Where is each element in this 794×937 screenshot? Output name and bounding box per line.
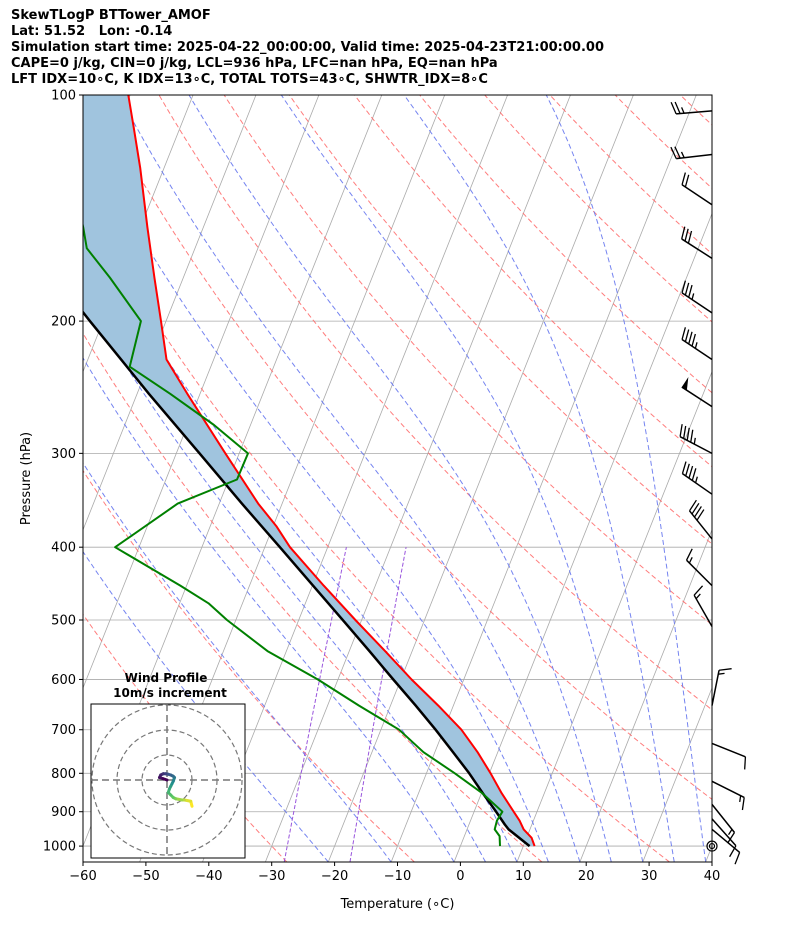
dry-adiabat [158,95,712,711]
isotherm-line [579,528,712,862]
x-tick-label: 10 [515,869,532,884]
hodograph-trace [161,777,169,782]
moist-adiabat [118,95,581,862]
dry-adiabat [549,95,712,255]
y-tick-label: 200 [51,315,76,330]
wind-barb [685,548,713,587]
moist-adiabat [403,95,675,862]
isotherm-line [0,95,4,862]
dry-adiabat [354,95,712,468]
temperature-line [127,95,536,847]
wind-barb [711,742,747,770]
title-indices: LFT IDX=10∘C, K IDX=13∘C, TOTAL TOTS=43∘… [11,72,488,87]
y-tick-label: 400 [51,541,76,556]
y-tick-label: 600 [51,673,76,688]
wind-barb-calm [708,842,716,850]
x-tick-label: 30 [641,869,658,884]
x-tick-label: −60 [69,869,96,884]
y-tick-label: 1000 [43,840,76,855]
y-tick-label: 100 [51,89,76,104]
wind-barb [681,461,713,495]
isotherm-line [516,370,712,862]
wind-barb [670,101,713,115]
isotherm-line [264,95,571,862]
isotherm-line [83,95,320,690]
moist-adiabat [83,357,455,862]
isotherm-line [202,95,508,862]
wind-barb [711,780,745,811]
x-axis-label: Temperature (∘C) [340,897,455,912]
x-tick-label: 0 [456,869,464,884]
y-tick-label: 900 [51,805,76,820]
title-stability: CAPE=0 j/kg, CIN=0 j/kg, LCL=936 hPa, LF… [11,56,498,71]
y-tick-label: 700 [51,723,76,738]
isotherm-line [390,95,697,862]
mixing-ratio-line [349,547,407,862]
dry-adiabat [93,95,712,800]
cape-cin-fill [83,95,535,847]
dry-adiabat [83,332,543,862]
y-tick-label: 300 [51,447,76,462]
dry-adiabat [419,95,712,394]
wind-barb [711,668,732,706]
isotherm-line [83,95,257,531]
isotherm-line [453,212,712,862]
wind-barb [711,803,736,844]
x-tick-label: −40 [195,869,222,884]
moist-adiabat [188,95,612,862]
moist-adiabat [83,131,549,862]
title-station: SkewTLogP BTTower_AMOF [11,8,211,23]
isotherm-line [642,686,712,862]
y-tick-label: 800 [51,767,76,782]
wind-barb [681,327,713,361]
wind-barb [670,146,713,160]
dewpoint-line [83,221,504,847]
wind-barb [681,172,713,206]
x-tick-label: 20 [578,869,595,884]
moist-adiabat [83,462,392,862]
wind-barb [681,280,713,314]
wind-barb [711,818,737,858]
x-tick-label: −10 [384,869,411,884]
isotherm-line [327,95,634,862]
wind-barb [688,499,713,540]
mixing-ratio-line [283,547,347,862]
y-tick-label: 500 [51,613,76,628]
wind-barb [681,376,713,408]
wind-barb [681,226,713,259]
dry-adiabat [614,95,712,189]
parcel-profile-line [83,310,531,848]
dry-adiabat [288,95,712,545]
dry-adiabat [223,95,712,626]
moist-adiabat [83,220,518,862]
wind-barb [679,424,713,455]
wind-barb [693,585,713,627]
hodograph-title: Wind Profile [125,671,208,685]
title-times: Simulation start time: 2025-04-22_00:00:… [11,40,604,55]
dry-adiabat [484,95,712,323]
chart-title-block: SkewTLogP BTTower_AMOF Lat: 51.52 Lon: -… [11,8,604,88]
title-location: Lat: 51.52 Lon: -0.14 [11,24,173,39]
x-tick-label: −30 [258,869,285,884]
y-axis-label: Pressure (hPa) [19,432,34,525]
wind-barb-calm [706,840,718,852]
dry-adiabat [83,469,415,862]
moist-adiabat [280,95,644,862]
x-tick-label: −20 [321,869,348,884]
x-tick-label: −50 [132,869,159,884]
hodograph-subtitle: 10m/s increment [113,686,227,700]
x-tick-label: 40 [704,869,721,884]
